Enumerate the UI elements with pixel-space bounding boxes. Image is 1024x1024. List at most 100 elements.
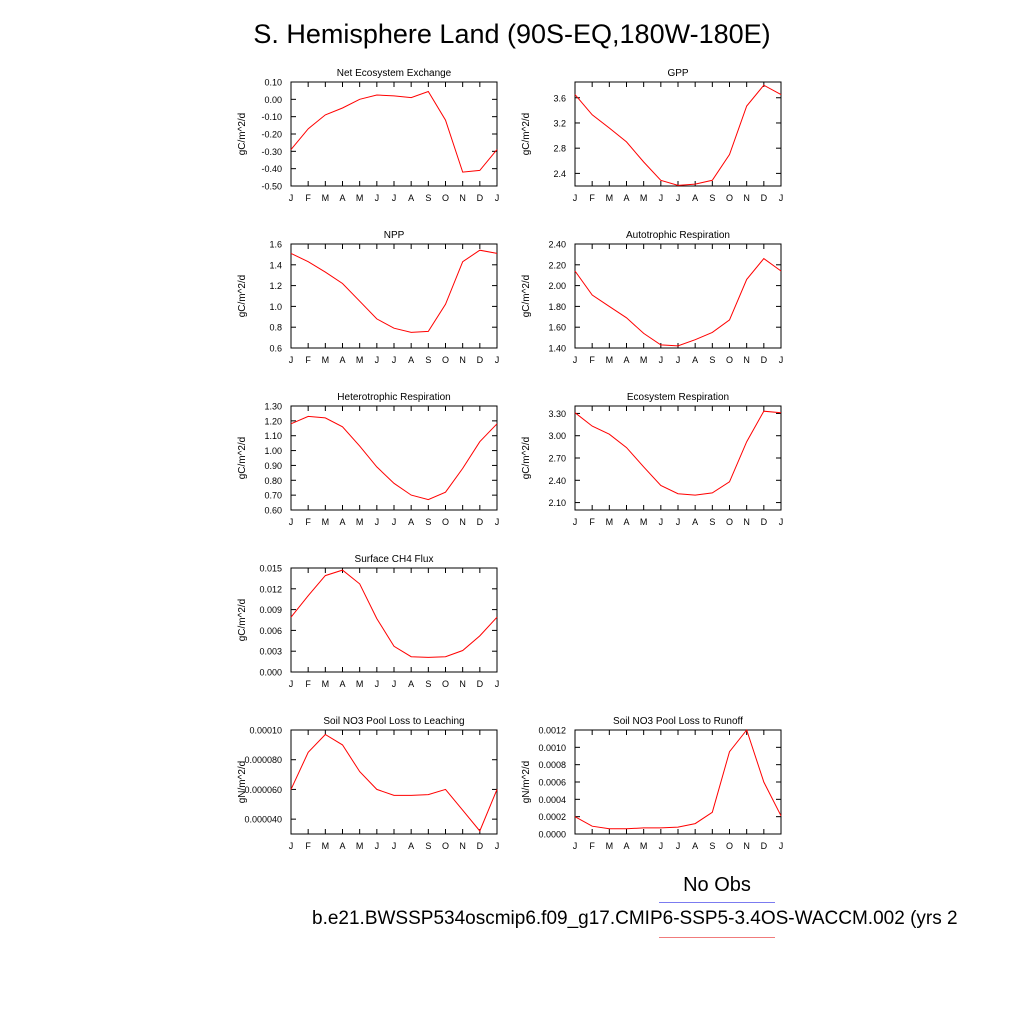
y-axis-label: gC/m^2/d — [521, 275, 532, 318]
x-tick-label: A — [692, 355, 698, 365]
data-point — [393, 795, 394, 796]
data-point — [290, 253, 291, 254]
data-point — [592, 114, 593, 115]
y-tick-label: 0.6 — [269, 344, 282, 354]
plot-frame — [574, 243, 782, 349]
data-point — [325, 734, 326, 735]
data-point — [342, 107, 343, 108]
data-point — [592, 826, 593, 827]
data-point — [592, 294, 593, 295]
x-tick-label: S — [709, 841, 715, 851]
data-point — [445, 492, 446, 493]
data-point — [496, 423, 497, 424]
data-point — [290, 149, 291, 150]
x-tick-label: N — [743, 355, 750, 365]
data-point — [393, 328, 394, 329]
series-line — [574, 257, 782, 347]
data-point — [359, 446, 360, 447]
y-tick-label: 1.80 — [548, 302, 566, 312]
y-tick-label: 0.015 — [259, 564, 282, 574]
x-tick-label: N — [459, 841, 466, 851]
x-tick-label: A — [339, 841, 345, 851]
x-tick-label: J — [375, 517, 380, 527]
data-point — [780, 270, 781, 271]
y-tick-label: 0.00 — [264, 95, 282, 105]
panel-title: Ecosystem Respiration — [627, 392, 729, 403]
x-tick-label: A — [408, 841, 414, 851]
x-tick-label: A — [623, 355, 629, 365]
data-point — [479, 635, 480, 636]
y-tick-label: 1.2 — [269, 281, 282, 291]
x-tick-label: M — [322, 679, 330, 689]
panel-title: Autotrophic Respiration — [626, 230, 730, 241]
y-tick-label: 2.70 — [548, 454, 566, 464]
data-point — [574, 816, 575, 817]
x-tick-label: J — [573, 841, 578, 851]
data-point — [393, 95, 394, 96]
data-point — [746, 105, 747, 106]
x-tick-label: M — [606, 517, 614, 527]
series-line — [290, 90, 498, 173]
panel-title: Net Ecosystem Exchange — [337, 68, 452, 79]
x-tick-label: A — [623, 841, 629, 851]
x-tick-label: F — [305, 841, 311, 851]
data-point — [462, 261, 463, 262]
y-tick-label: 0.012 — [259, 584, 282, 594]
legend-obs-label: No Obs — [683, 874, 751, 896]
data-point — [660, 180, 661, 181]
y-axis-label: gC/m^2/d — [237, 113, 248, 156]
data-point — [763, 781, 764, 782]
x-tick-label: M — [640, 841, 648, 851]
data-point — [428, 91, 429, 92]
series-line — [290, 569, 498, 658]
y-tick-label: 0.90 — [264, 461, 282, 471]
panel-title: GPP — [667, 68, 688, 79]
x-tick-label: M — [356, 841, 364, 851]
y-tick-label: 0.006 — [259, 626, 282, 636]
y-axis-label: gN/m^2/d — [521, 761, 532, 804]
data-point — [592, 425, 593, 426]
x-tick-label: S — [709, 355, 715, 365]
y-tick-label: 3.00 — [548, 431, 566, 441]
y-tick-label: 2.20 — [548, 260, 566, 270]
data-point — [325, 575, 326, 576]
data-point — [376, 318, 377, 319]
y-tick-label: 1.6 — [269, 240, 282, 250]
x-tick-label: J — [659, 841, 664, 851]
y-tick-label: 1.00 — [264, 446, 282, 456]
y-tick-label: -0.30 — [261, 147, 282, 157]
data-point — [428, 499, 429, 500]
legend-obs-line — [659, 902, 775, 903]
data-point — [746, 441, 747, 442]
data-point — [695, 339, 696, 340]
data-point — [376, 789, 377, 790]
x-tick-label: S — [425, 517, 431, 527]
data-point — [428, 331, 429, 332]
x-tick-label: F — [589, 841, 595, 851]
x-tick-label: M — [356, 517, 364, 527]
plot-frame — [574, 81, 782, 187]
x-tick-label: J — [676, 517, 681, 527]
data-point — [479, 830, 480, 831]
x-tick-label: J — [779, 517, 784, 527]
y-tick-label: 1.40 — [548, 344, 566, 354]
legend-case-label: b.e21.BWSSP534oscmip6.f09_g17.CMIP6-SSP5… — [312, 908, 958, 929]
x-tick-label: A — [339, 355, 345, 365]
y-tick-label: 2.4 — [553, 169, 566, 179]
y-tick-label: -0.50 — [261, 182, 282, 192]
x-tick-label: D — [477, 193, 484, 203]
data-point — [643, 161, 644, 162]
x-tick-label: F — [589, 355, 595, 365]
x-tick-label: O — [726, 517, 733, 527]
plot-frame — [290, 567, 498, 673]
data-point — [308, 261, 309, 262]
x-tick-label: J — [495, 193, 500, 203]
panel-title: NPP — [384, 230, 405, 241]
series-line — [574, 728, 782, 830]
x-tick-label: N — [459, 679, 466, 689]
x-tick-label: O — [442, 679, 449, 689]
y-tick-label: 3.30 — [548, 409, 566, 419]
